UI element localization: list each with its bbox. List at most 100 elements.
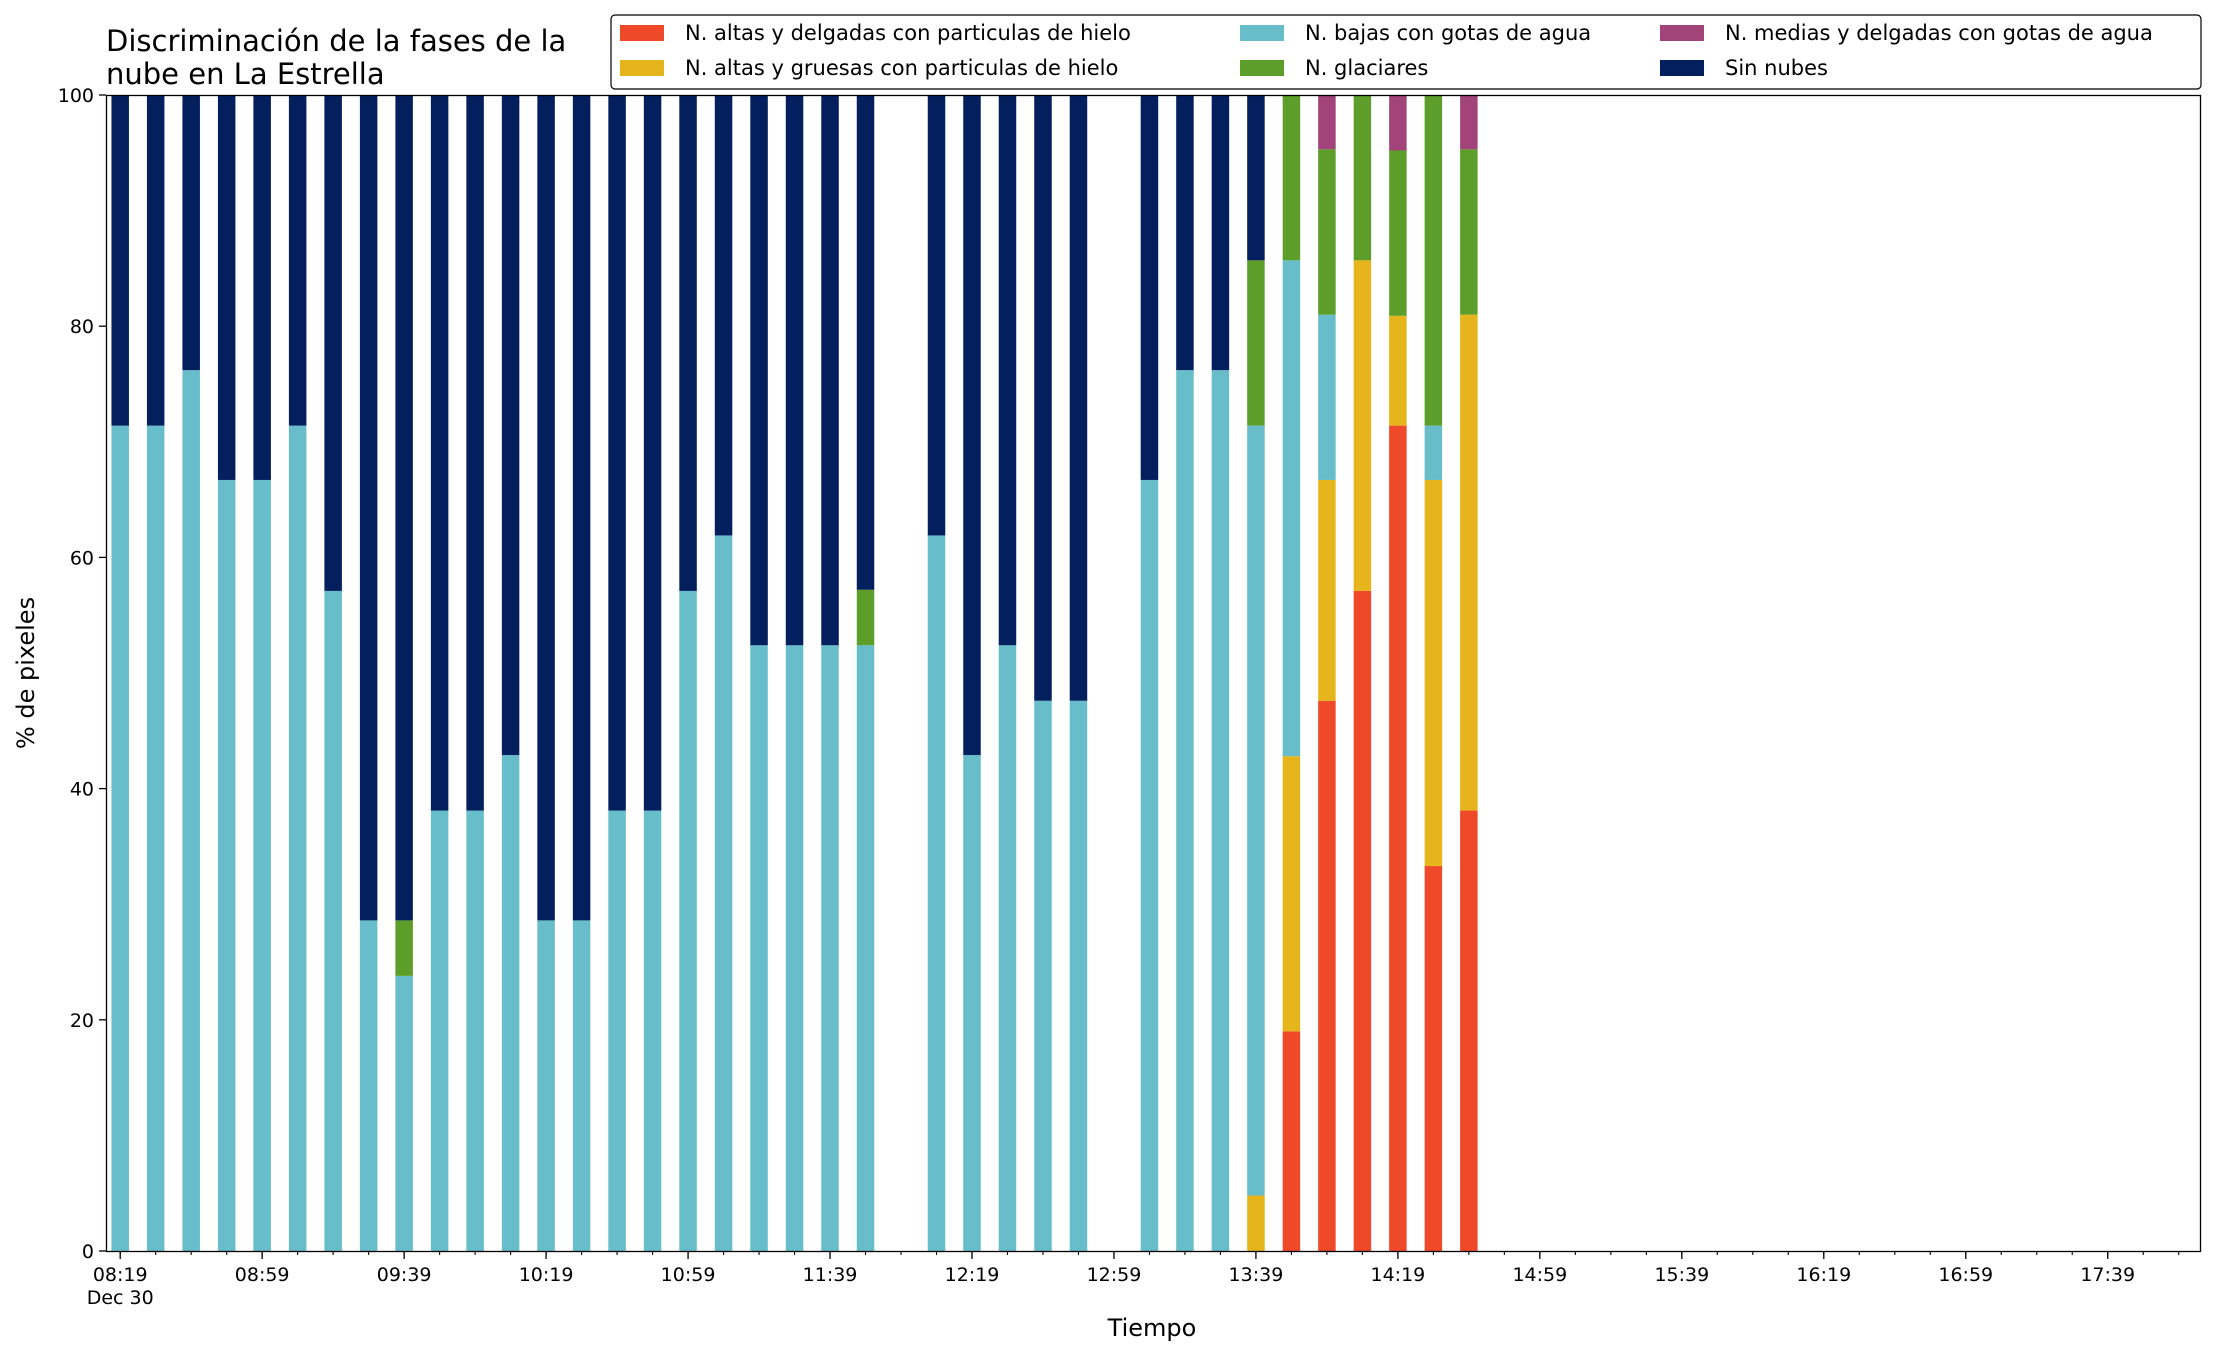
bar-segment	[821, 95, 839, 646]
bar-segment	[714, 95, 733, 536]
bar-segment	[182, 95, 200, 371]
bar-segment	[1318, 314, 1336, 480]
bar-segment	[182, 370, 200, 1251]
bar-segment	[963, 755, 981, 1251]
x-tick-label: 13:39	[1229, 1264, 1284, 1286]
x-tick-label: 16:19	[1796, 1264, 1851, 1286]
bar-segment	[146, 95, 165, 426]
bar-segment	[1460, 810, 1478, 1251]
legend-label: N. glaciares	[1305, 56, 1428, 80]
bar-segment	[1424, 866, 1443, 1251]
legend-swatch	[620, 60, 664, 76]
legend-label: N. altas y gruesas con particulas de hie…	[685, 56, 1118, 80]
bar-segment	[1176, 370, 1194, 1251]
bar-segment	[359, 920, 378, 1251]
bar-segment	[1282, 1031, 1301, 1251]
bar-segment	[1424, 479, 1443, 867]
bar-segment	[1389, 425, 1407, 1251]
legend-label: Sin nubes	[1725, 56, 1828, 80]
bar-segment	[1424, 425, 1443, 480]
legend: N. altas y delgadas con particulas de hi…	[610, 14, 2202, 90]
bar-segment	[1460, 95, 1478, 150]
bar-segment	[1460, 149, 1478, 315]
bar-segment	[643, 810, 662, 1251]
bar-segment	[856, 589, 875, 646]
bar-segment	[856, 95, 875, 590]
bar-segment	[572, 920, 591, 1251]
bar-segment	[1034, 95, 1052, 701]
bar-segment	[1282, 260, 1301, 757]
bar-segment	[288, 95, 307, 426]
legend-swatch	[1660, 25, 1704, 41]
bar-segment	[430, 95, 449, 811]
bar-segment	[324, 590, 342, 1251]
bar-segment	[395, 95, 413, 921]
bar-segment	[1389, 95, 1407, 151]
bar-segment	[466, 810, 484, 1251]
bar-segment	[679, 95, 697, 591]
bar-segment	[1424, 95, 1443, 426]
y-axis-label: % de pixeles	[12, 597, 40, 749]
y-tick-label: 0	[82, 1241, 94, 1263]
x-tick-label: 12:19	[945, 1264, 1000, 1286]
bar-segment	[1389, 150, 1407, 316]
bar-segment	[1140, 95, 1159, 480]
x-tick-label: 08:19	[93, 1264, 148, 1286]
plot-area-frame	[105, 94, 2202, 1253]
x-tick-label: 10:19	[519, 1264, 574, 1286]
bar-segment	[466, 95, 484, 811]
x-tick-label: 10:59	[661, 1264, 716, 1286]
bar-segment	[785, 95, 804, 646]
bar-segment	[1247, 1195, 1265, 1251]
bar-segment	[1318, 149, 1336, 315]
bars-layer	[111, 95, 1478, 1251]
legend-swatch	[1240, 60, 1284, 76]
y-tick-label: 40	[70, 779, 94, 801]
bar-segment	[1282, 756, 1301, 1032]
bar-segment	[856, 645, 875, 1251]
bar-segment	[785, 645, 804, 1251]
bar-segment	[430, 810, 449, 1251]
bar-segment	[395, 920, 413, 976]
y-tick-label: 100	[58, 85, 94, 107]
x-tick-label: 16:59	[1938, 1264, 1993, 1286]
y-tick-label: 60	[70, 547, 94, 569]
bar-segment	[1140, 479, 1159, 1251]
bar-segment	[1034, 700, 1052, 1251]
x-tick-label: 11:39	[803, 1264, 858, 1286]
x-tick-label: 09:39	[377, 1264, 432, 1286]
bar-segment	[1247, 95, 1265, 261]
bar-segment	[1211, 95, 1230, 371]
bar-segment	[1318, 479, 1336, 701]
legend-swatch	[1240, 25, 1284, 41]
x-tick-label: 17:39	[2080, 1264, 2135, 1286]
bar-segment	[1069, 95, 1088, 701]
bar-segment	[1353, 590, 1372, 1251]
bar-segment	[1318, 95, 1336, 150]
legend-frame	[610, 14, 2202, 90]
bar-segment	[537, 920, 555, 1251]
bar-segment	[324, 95, 342, 591]
y-tick-label: 80	[70, 316, 94, 338]
bar-segment	[1282, 95, 1301, 261]
legend-swatch	[1660, 60, 1704, 76]
bar-segment	[679, 590, 697, 1251]
bar-segment	[501, 755, 520, 1251]
bar-segment	[750, 645, 768, 1251]
x-tick-label: 14:19	[1371, 1264, 1426, 1286]
x-tick-label: 12:59	[1087, 1264, 1142, 1286]
bar-segment	[395, 975, 413, 1251]
bar-segment	[359, 95, 378, 921]
x-axis-label: Tiempo	[1107, 1314, 1197, 1342]
bar-segment	[608, 95, 626, 811]
bar-segment	[821, 645, 839, 1251]
bar-segment	[1353, 95, 1372, 261]
y-tick-label: 20	[70, 1010, 94, 1032]
bar-segment	[1460, 314, 1478, 811]
y-axis: 0 20 40 60 80 100	[58, 85, 106, 1263]
bar-segment	[998, 95, 1017, 646]
legend-label: N. medias y delgadas con gotas de agua	[1725, 21, 2153, 45]
bar-segment	[111, 95, 129, 426]
chart-title: Discriminación de la fases de la nube en…	[106, 24, 566, 91]
